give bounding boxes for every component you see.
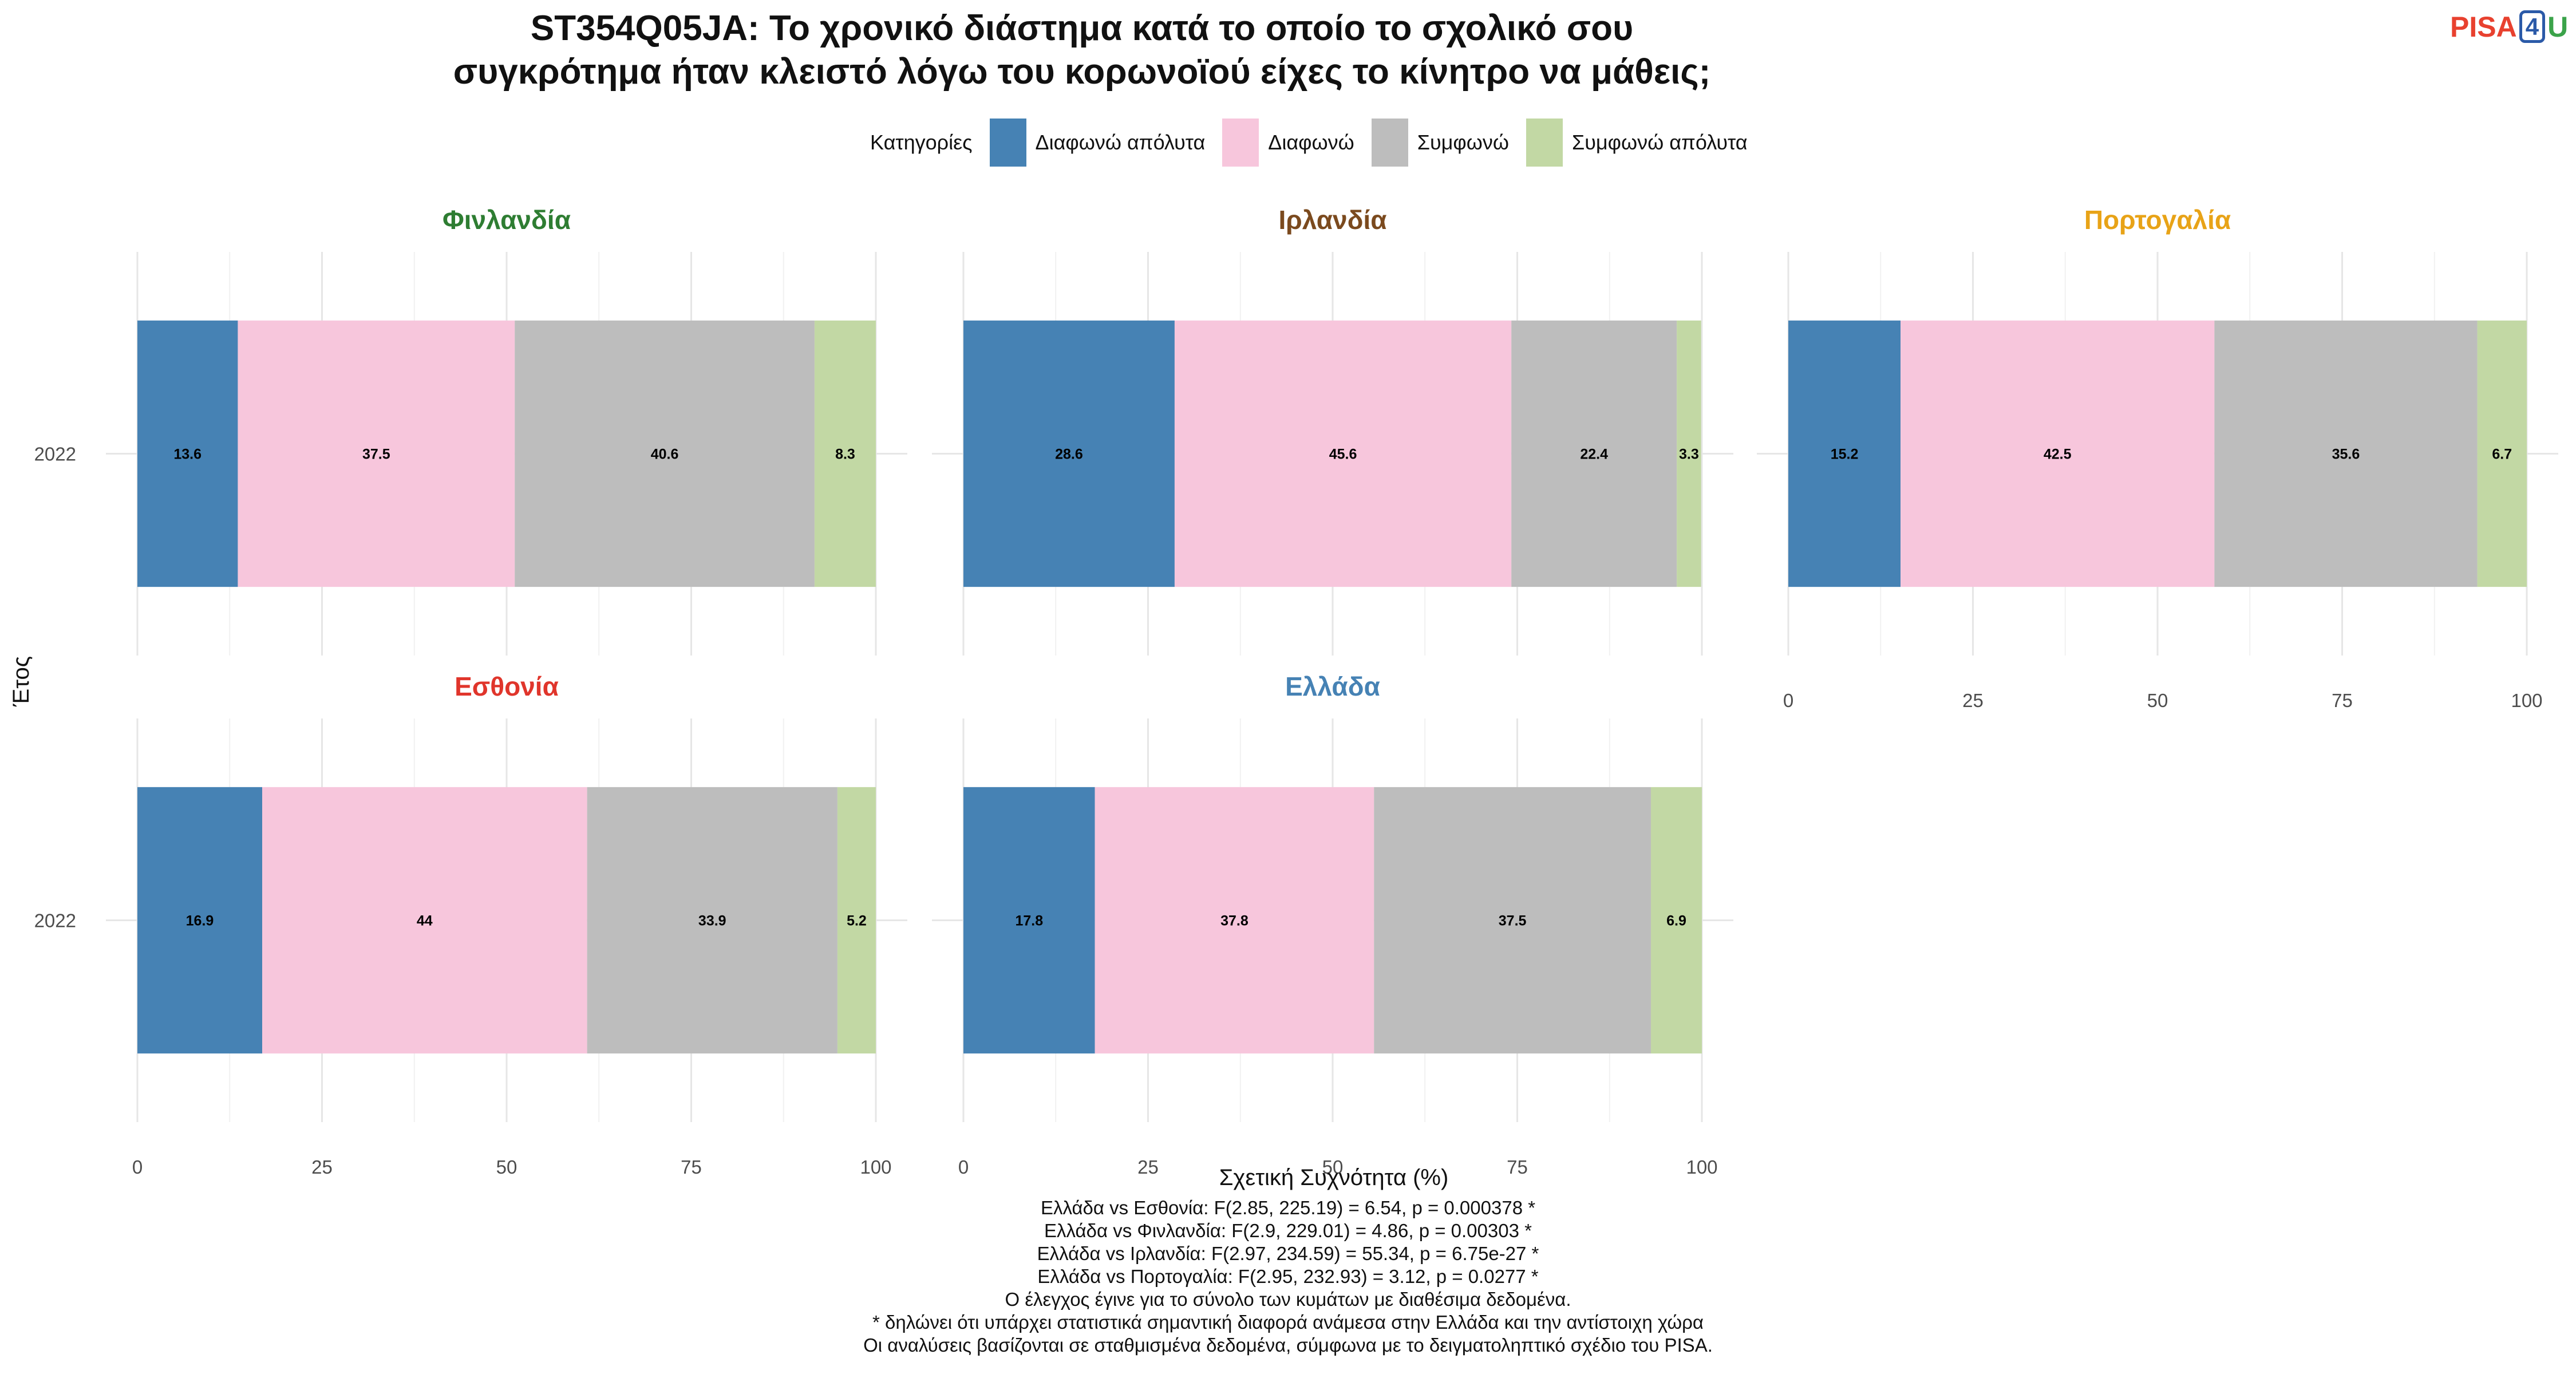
stat-note-portugal: Ελλάδα vs Πορτογαλία: F(2.95, 232.93) = … — [1037, 1266, 1539, 1287]
x-tick-label-greece: 50 — [1322, 1156, 1344, 1178]
data-label-greece-disagree: 37.8 — [1220, 913, 1249, 929]
bar-segment-greece-strongly-disagree — [963, 787, 1095, 1054]
x-tick-label-estonia: 50 — [496, 1156, 517, 1178]
x-tick-label-greece: 100 — [1686, 1156, 1717, 1178]
y-tick-label-estonia: 2022 — [34, 910, 76, 931]
legend-label-strongly-agree: Συμφωνώ απόλυτα — [1571, 131, 1748, 154]
bar-segment-finland-strongly-disagree — [137, 320, 238, 587]
bar-segment-portugal-strongly-disagree — [1788, 320, 1901, 587]
bar-segment-ireland-strongly-disagree — [963, 320, 1175, 587]
x-tick-label-estonia: 100 — [860, 1156, 891, 1178]
bar-segment-finland-agree — [515, 320, 815, 587]
bar-segment-finland-strongly-agree — [814, 320, 876, 587]
x-tick-label-estonia: 75 — [681, 1156, 702, 1178]
legend-swatch-strongly-agree — [1526, 119, 1563, 167]
stat-note-estonia: Ελλάδα vs Εσθονία: F(2.85, 225.19) = 6.5… — [1040, 1197, 1536, 1218]
x-tick-label-portugal: 100 — [2511, 690, 2542, 711]
x-axis-title: Σχετική Συχνότητα (%) — [1219, 1165, 1449, 1190]
bar-segment-greece-disagree — [1095, 787, 1374, 1054]
data-label-greece-strongly-disagree: 17.8 — [1015, 913, 1043, 929]
legend-swatch-disagree — [1222, 119, 1259, 167]
panel-title-greece: Ελλάδα — [1285, 672, 1380, 701]
legend-label-disagree: Διαφωνώ — [1268, 131, 1354, 154]
bar-segment-portugal-disagree — [1901, 320, 2215, 587]
bar-segment-estonia-agree — [587, 787, 837, 1054]
note-test-waves: Ο έλεγχος έγινε για το σύνολο των κυμάτω… — [1005, 1289, 1571, 1310]
bar-segment-ireland-agree — [1511, 320, 1677, 587]
legend-swatch-agree — [1371, 119, 1408, 167]
bar-segment-greece-agree — [1374, 787, 1651, 1054]
x-tick-label-greece: 75 — [1507, 1156, 1528, 1178]
data-label-greece-strongly-agree: 6.9 — [1666, 913, 1686, 929]
data-label-finland-disagree: 37.5 — [362, 447, 390, 463]
stat-note-ireland: Ελλάδα vs Ιρλανδία: F(2.97, 234.59) = 55… — [1037, 1243, 1539, 1264]
chart-title-line-2: συγκρότημα ήταν κλειστό λόγω του κορωνοϊ… — [453, 52, 1711, 92]
data-label-estonia-strongly-agree: 5.2 — [847, 913, 867, 929]
panel-title-finland: Φινλανδία — [442, 205, 571, 235]
stat-note-finland: Ελλάδα vs Φινλανδία: F(2.9, 229.01) = 4.… — [1044, 1220, 1532, 1241]
bar-segment-ireland-strongly-agree — [1677, 320, 1701, 587]
bar-segment-estonia-strongly-disagree — [137, 787, 263, 1054]
data-label-estonia-agree: 33.9 — [698, 913, 726, 929]
x-tick-label-estonia: 25 — [311, 1156, 333, 1178]
note-weighting: Οι αναλύσεις βασίζονται σε σταθμισμένα δ… — [863, 1334, 1713, 1356]
legend-label-agree: Συμφωνώ — [1417, 131, 1509, 154]
bar-segment-portugal-agree — [2214, 320, 2478, 587]
bar-segment-estonia-disagree — [262, 787, 587, 1054]
legend-swatch-strongly-disagree — [989, 119, 1026, 167]
x-tick-label-portugal: 75 — [2332, 690, 2353, 711]
note-significance: * δηλώνει ότι υπάρχει στατιστικά σημαντι… — [872, 1312, 1704, 1333]
bar-segment-estonia-strongly-agree — [837, 787, 876, 1054]
data-label-estonia-strongly-disagree: 16.9 — [186, 913, 214, 929]
data-label-ireland-strongly-agree: 3.3 — [1679, 447, 1699, 463]
data-label-finland-strongly-agree: 8.3 — [835, 447, 855, 463]
data-label-greece-agree: 37.5 — [1499, 913, 1527, 929]
x-tick-label-portugal: 0 — [1783, 690, 1793, 711]
y-tick-label-finland: 2022 — [34, 444, 76, 465]
data-label-estonia-disagree: 44 — [417, 913, 433, 929]
logo-text-u: U — [2547, 11, 2569, 43]
data-label-ireland-strongly-disagree: 28.6 — [1055, 447, 1083, 463]
chart-title-line-1: ST354Q05JA: Το χρονικό διάστημα κατά το … — [530, 9, 1634, 48]
logo-text-pisa: PISA — [2450, 11, 2517, 43]
data-label-finland-strongly-disagree: 13.6 — [173, 447, 202, 463]
data-label-finland-agree: 40.6 — [651, 447, 679, 463]
panel-title-ireland: Ιρλανδία — [1278, 205, 1386, 235]
data-label-ireland-disagree: 45.6 — [1329, 447, 1357, 463]
data-label-ireland-agree: 22.4 — [1580, 447, 1608, 463]
x-tick-label-portugal: 25 — [1962, 690, 1984, 711]
bar-segment-finland-disagree — [238, 320, 515, 587]
legend: Κατηγορίες Διαφωνώ απόλυτα Διαφωνώ Συμφω… — [870, 117, 1765, 168]
x-tick-label-portugal: 50 — [2147, 690, 2168, 711]
legend-label-strongly-disagree: Διαφωνώ απόλυτα — [1035, 131, 1206, 154]
data-label-portugal-strongly-agree: 6.7 — [2492, 447, 2512, 463]
y-axis-title: Έτος — [9, 656, 34, 707]
legend-title: Κατηγορίες — [870, 131, 973, 154]
data-label-portugal-strongly-disagree: 15.2 — [1831, 447, 1859, 463]
panel-title-estonia: Εσθονία — [455, 672, 559, 701]
pisa4u-logo: PISA 4 U — [2450, 10, 2568, 44]
panel-title-portugal: Πορτογαλία — [2084, 205, 2231, 235]
x-tick-label-greece: 0 — [958, 1156, 969, 1178]
data-label-portugal-disagree: 42.5 — [2044, 447, 2072, 463]
bar-segment-ireland-disagree — [1174, 320, 1512, 587]
x-tick-label-estonia: 0 — [132, 1156, 143, 1178]
bar-segment-greece-strongly-agree — [1650, 787, 1702, 1054]
logo-text-4: 4 — [2519, 10, 2546, 43]
data-label-portugal-agree: 35.6 — [2332, 447, 2360, 463]
bar-segment-portugal-strongly-agree — [2477, 320, 2527, 587]
x-tick-label-greece: 25 — [1137, 1156, 1159, 1178]
